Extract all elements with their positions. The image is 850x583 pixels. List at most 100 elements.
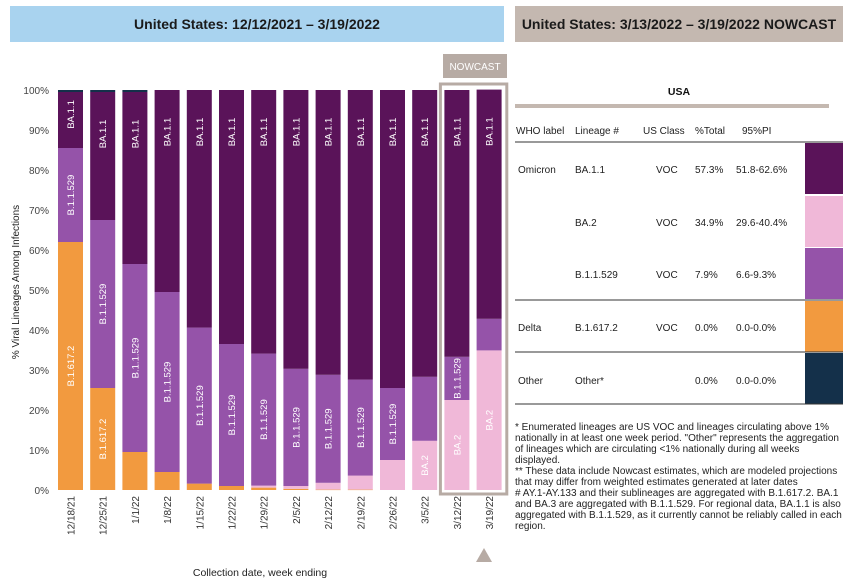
bar-segment-label: B.1.1.529 <box>259 399 270 440</box>
bar-segment <box>315 489 341 491</box>
bar-segment <box>380 388 405 460</box>
table-cell: Other* <box>575 376 604 387</box>
y-tick-label: 40% <box>29 326 49 337</box>
bar-segment-label: BA.1.1 <box>98 120 109 149</box>
table-header-cell: %Total <box>695 126 725 137</box>
bar-segment <box>283 90 309 369</box>
nowcast-title-banner: United States: 3/13/2022 – 3/19/2022 NOW… <box>515 6 843 42</box>
x-tick-label: 12/18/21 <box>67 496 78 535</box>
bar-segment-label: B.1.1.529 <box>291 407 302 448</box>
bar-segment-label: BA.1.1 <box>130 120 141 149</box>
x-tick-label: 3/19/22 <box>485 496 496 530</box>
bar-segment <box>251 487 277 490</box>
y-tick-label: 80% <box>29 166 49 177</box>
table-cell: BA.2 <box>575 218 597 229</box>
table-header-cell: US Class <box>643 126 685 137</box>
table-cell: B.1.617.2 <box>575 323 618 334</box>
x-axis-label: Collection date, week ending <box>193 567 327 579</box>
bar-segment-label: B.1.617.2 <box>66 346 77 387</box>
y-tick-label: 100% <box>23 86 49 97</box>
bar-segment <box>283 486 309 489</box>
bar-segment <box>412 440 438 490</box>
chart-title: United States: 12/12/2021 – 3/19/2022 <box>134 16 380 32</box>
bar-segment-label: B.1.1.529 <box>356 407 367 448</box>
bar-segment-label: BA.1.1 <box>259 118 270 147</box>
y-tick-label: 60% <box>29 246 49 257</box>
legend-swatch <box>805 196 843 247</box>
table-cell: VOC <box>656 270 678 281</box>
bar-segment-label: B.1.1.529 <box>452 358 463 399</box>
bar-segment <box>476 318 502 351</box>
legend-swatch <box>805 301 843 352</box>
table-cell: 7.9% <box>695 270 718 281</box>
bar-segment-label: B.1.1.529 <box>130 338 141 379</box>
table-cell: 0.0% <box>695 323 718 334</box>
bar-segment <box>58 242 83 490</box>
bar-segment <box>122 90 148 92</box>
bar-segment <box>251 90 277 354</box>
x-tick-label: 1/29/22 <box>260 496 271 530</box>
chart-title-banner: United States: 12/12/2021 – 3/19/2022 <box>10 6 504 42</box>
bar-segment <box>412 376 438 441</box>
bar-segment <box>58 90 83 92</box>
table-cell: 29.6-40.4% <box>736 218 787 229</box>
legend-swatch <box>805 353 843 404</box>
x-tick-label: 1/22/22 <box>228 496 239 530</box>
footnote-2: ** These data include Nowcast estimates,… <box>515 466 838 488</box>
bar-segment <box>347 475 373 490</box>
bar-segment-label: BA.1.1 <box>163 118 174 147</box>
x-tick-label: 3/12/22 <box>453 496 464 530</box>
bar-segment-label: BA.1.1 <box>66 100 77 129</box>
y-tick-label: 90% <box>29 126 49 137</box>
bar-segment-label: B.1.1.529 <box>195 385 206 426</box>
bar-segment <box>186 90 212 328</box>
region-label: USA <box>668 86 691 98</box>
bar-segment-label: B.1.1.529 <box>66 175 77 216</box>
y-tick-label: 20% <box>29 406 49 417</box>
bar-segment <box>251 485 277 488</box>
table-header-cell: 95%PI <box>742 126 771 137</box>
bar-segment-label: B.1.1.529 <box>163 362 174 403</box>
bar-segment <box>154 472 180 490</box>
x-tick-label: 3/5/22 <box>421 496 432 524</box>
table-cell: Delta <box>518 323 542 334</box>
bar-segment-label: BA.1.1 <box>291 118 302 147</box>
table-cell: VOC <box>656 323 678 334</box>
bar-segment <box>219 344 244 486</box>
bar-segment-label: BA.2 <box>420 455 431 476</box>
bar-segment-label: BA.1.1 <box>485 117 496 146</box>
x-tick-label: 2/5/22 <box>292 496 303 524</box>
bar-segment <box>122 92 148 264</box>
bar-segment-label: BA.1.1 <box>420 118 431 147</box>
bar-segment-label: BA.1.1 <box>324 118 335 147</box>
y-axis-label: % Viral Lineages Among Infections <box>11 205 22 359</box>
table-cell: 57.3% <box>695 165 723 176</box>
x-tick-label: 2/19/22 <box>356 496 367 530</box>
y-tick-label: 10% <box>29 446 49 457</box>
bar-segment <box>412 90 438 377</box>
table-cell: 51.8-62.6% <box>736 165 787 176</box>
bar-segment <box>154 90 180 292</box>
bar-segment <box>122 452 148 490</box>
bar-segment <box>219 486 244 490</box>
bar-segment <box>347 379 373 476</box>
table-cell: Other <box>518 376 544 387</box>
bar-segment-label: B.1.617.2 <box>98 419 109 460</box>
table-header-cell: Lineage # <box>575 126 619 137</box>
bar-segment <box>186 327 212 484</box>
bar-segment <box>347 489 373 491</box>
bar-segment <box>283 368 309 486</box>
table-top-rule <box>515 104 829 108</box>
footnotes: * Enumerated lineages are US VOC and lin… <box>515 422 845 532</box>
table-cell: 34.9% <box>695 218 723 229</box>
bar-segment-label: BA.1.1 <box>227 118 238 147</box>
table-cell: 6.6-9.3% <box>736 270 776 281</box>
table-cell: 0.0-0.0% <box>736 323 776 334</box>
table-cell: 0.0% <box>695 376 718 387</box>
bar-segment-label: B.1.1.529 <box>98 284 109 325</box>
bar-segment <box>444 356 470 400</box>
bar-segment-label: B.1.1.529 <box>324 408 335 449</box>
bar-segment-label: BA.2 <box>485 410 496 431</box>
table-header-cell: WHO label <box>516 126 564 137</box>
